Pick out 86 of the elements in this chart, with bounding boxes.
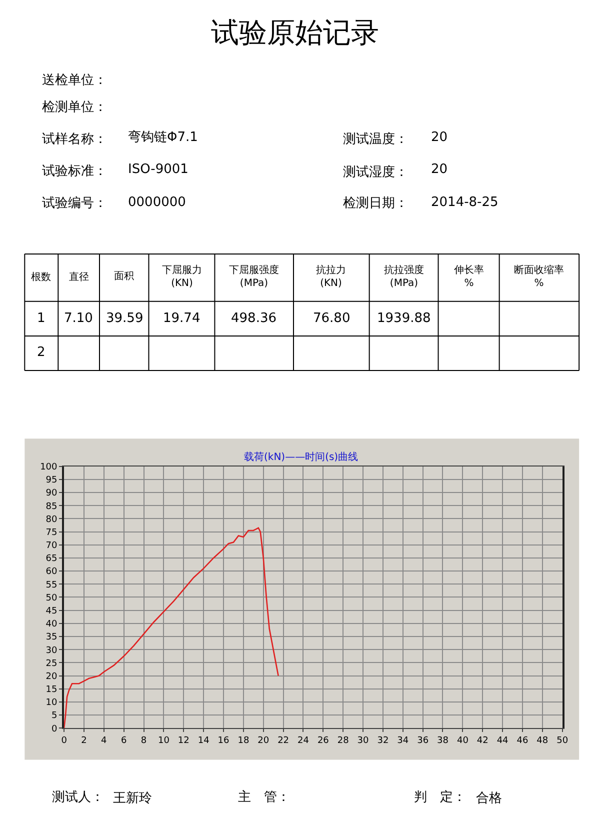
x-tick-label: 28 [337,736,350,746]
x-tick-label: 34 [397,736,409,746]
y-tick-label: 10 [46,698,58,708]
x-tick-label: 30 [357,736,370,746]
x-tick-label: 32 [377,736,389,746]
text: 根数 [31,271,51,283]
x-tick-label: 6 [120,736,127,746]
x-tick-label: 40 [456,736,469,746]
text: 试样名称： [42,132,107,147]
text: 76.80 [313,311,350,326]
text: 送检单位： [42,73,107,88]
text: 1939.88 [377,311,431,326]
text: 主 管： [238,789,290,805]
y-tick-label: 85 [46,502,58,512]
y-tick-label: 70 [46,541,58,552]
x-tick-label: 0 [61,736,68,746]
y-tick-label: 95 [46,476,58,486]
text: 19.74 [163,311,200,326]
x-tick-label: 26 [317,736,330,746]
x-tick-label: 38 [437,736,449,746]
y-tick-label: 5 [52,711,58,722]
x-tick-label: 14 [198,736,210,746]
y-tick-label: 20 [46,672,58,682]
x-tick-label: 18 [238,736,250,746]
text: 测试温度： [343,131,408,147]
text: 判 定： [414,790,466,805]
text: 2 [37,345,46,360]
text: 1 [37,311,46,326]
y-tick-label: 15 [46,685,58,696]
text: 合格 [476,791,502,806]
text: 测试人： [52,790,104,805]
text: ISO-9001 [128,162,188,177]
y-tick-label: 80 [46,514,58,525]
text: 弯钩链Φ7.1 [128,129,198,145]
text: 检测日期： [343,196,408,211]
text: 试验标准： [42,164,107,179]
y-tick-label: 50 [46,593,58,604]
x-tick-label: 50 [556,736,568,746]
x-tick-label: 48 [536,736,548,746]
y-tick-label: 90 [46,488,58,499]
text: 20 [431,162,448,177]
chart-subtitle: 载荷(kN)——时间(s)曲线 [244,451,358,463]
text: 王新玲 [113,791,152,806]
text: 39.59 [106,311,144,326]
x-tick-label: 20 [258,736,270,746]
y-tick-label: 40 [46,620,58,630]
y-tick-label: 75 [46,528,58,538]
x-tick-label: 2 [81,736,87,746]
text: 7.10 [64,311,93,326]
text: 2014-8-25 [431,195,498,210]
y-tick-label: 25 [46,658,58,669]
y-tick-label: 45 [46,606,58,616]
text: 断面收缩率 % [514,264,564,289]
y-tick-label: 35 [46,632,58,643]
y-tick-label: 60 [46,567,58,578]
x-tick-label: 42 [476,736,488,746]
text: 抗拉力 (KN) [316,264,346,289]
text: 直径 [69,271,89,283]
y-tick-label: 65 [46,554,58,564]
text: 下屈服力 (KN) [162,264,202,289]
text: 20 [431,130,448,145]
x-tick-label: 10 [158,736,170,746]
text: 试验编号： [42,196,107,211]
text: 0000000 [128,195,186,210]
x-tick-label: 12 [178,736,190,746]
y-tick-label: 100 [40,462,58,472]
x-tick-label: 22 [278,736,290,746]
text: 伸长率 % [454,264,484,289]
chart-title: 试验原始记录 [211,16,379,49]
text: 检测单位： [42,100,107,115]
x-tick-label: 8 [140,736,147,746]
text: 测试湿度： [343,164,408,180]
text: 面积 [114,271,134,282]
x-tick-label: 36 [417,736,429,746]
x-tick-label: 44 [496,736,509,746]
y-tick-label: 30 [46,646,58,656]
text: 下屈服强度 (MPa) [229,264,279,289]
text: 抗拉强度 (MPa) [384,264,424,289]
x-tick-label: 24 [298,736,310,746]
x-tick-label: 4 [101,736,108,746]
x-tick-label: 46 [516,736,528,746]
text: 498.36 [231,311,276,326]
y-tick-label: 0 [52,724,58,734]
y-tick-label: 55 [46,580,58,590]
line-series [64,527,279,728]
x-tick-label: 16 [218,736,230,746]
